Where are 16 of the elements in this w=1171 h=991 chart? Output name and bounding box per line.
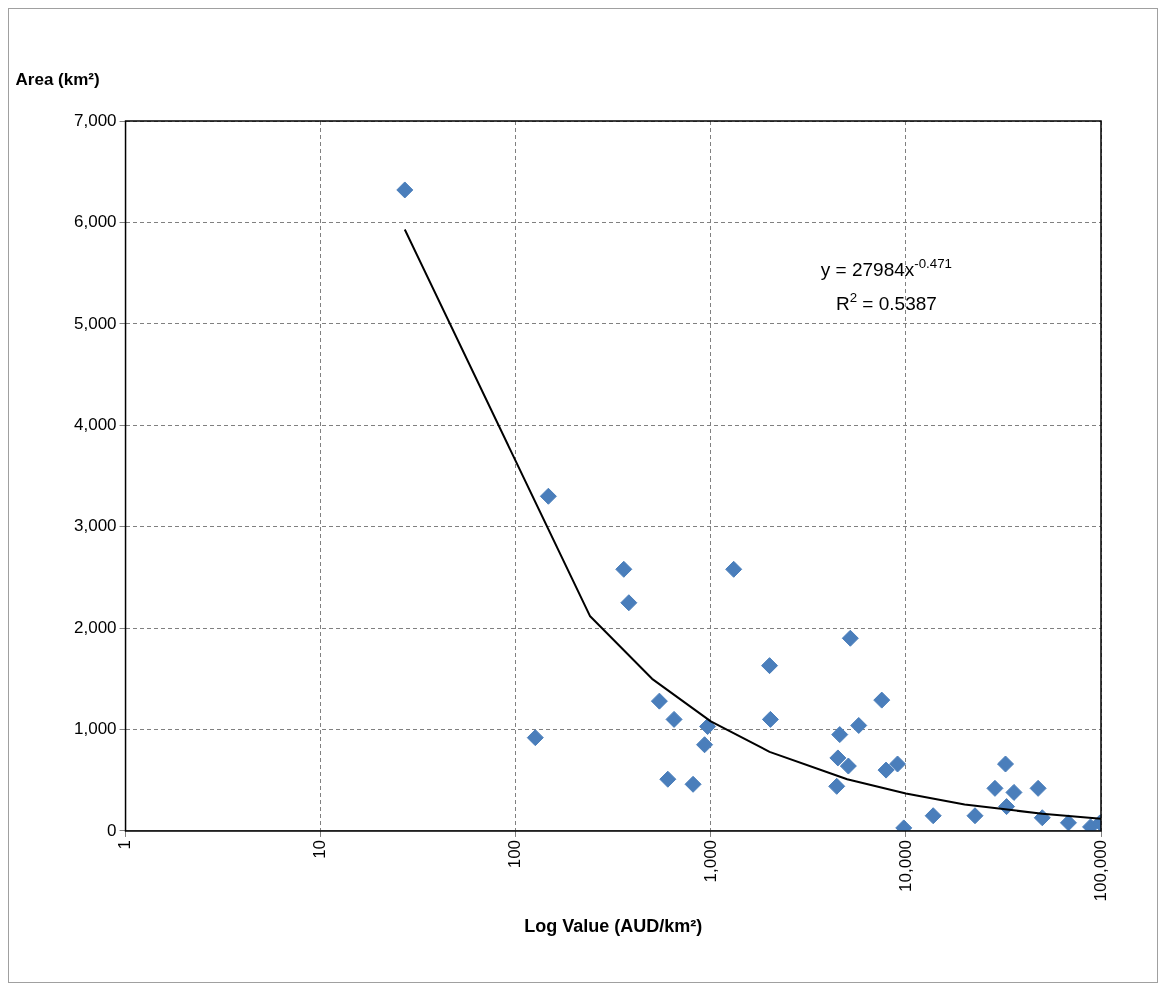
- y-tick-label: 6,000: [73, 212, 117, 232]
- x-tick-label: 100,000: [1090, 839, 1110, 902]
- x-tick-label: 10: [310, 839, 330, 859]
- y-tick-label: 2,000: [73, 617, 117, 637]
- y-tick-label: 3,000: [73, 516, 117, 536]
- y-tick-label: 0: [107, 820, 117, 840]
- y-axis-title: Area (km²): [15, 70, 100, 89]
- y-tick-label: 1,000: [73, 719, 117, 739]
- x-tick-label: 1: [115, 839, 135, 850]
- y-tick-label: 7,000: [73, 110, 117, 130]
- x-tick-label: 10,000: [895, 839, 915, 892]
- y-tick-label: 4,000: [73, 414, 117, 434]
- y-tick-label: 5,000: [73, 313, 117, 333]
- x-tick-label: 1,000: [700, 839, 720, 883]
- x-tick-label: 100: [505, 839, 525, 869]
- x-axis-title: Log Value (AUD/km²): [524, 916, 703, 937]
